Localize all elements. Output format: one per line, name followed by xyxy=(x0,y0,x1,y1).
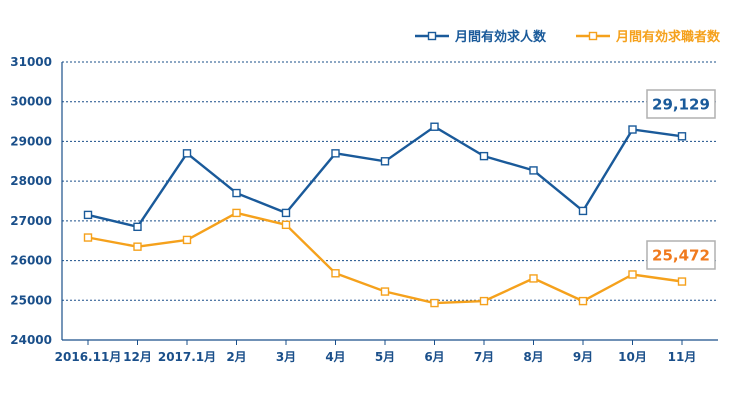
data-point xyxy=(380,157,390,166)
x-tick-label: 2月 xyxy=(226,350,246,364)
data-point xyxy=(232,188,241,198)
y-tick-label: 28000 xyxy=(10,174,52,188)
x-tick-label: 3月 xyxy=(276,350,296,364)
data-point xyxy=(677,132,687,141)
data-point xyxy=(479,151,489,161)
y-tick-label: 31000 xyxy=(10,55,52,69)
data-point xyxy=(182,149,192,158)
x-tick-label: 5月 xyxy=(375,350,395,364)
x-tick-label: 11月 xyxy=(668,350,697,364)
data-point xyxy=(628,270,637,279)
data-point xyxy=(281,220,291,230)
y-tick-label: 25000 xyxy=(10,293,52,307)
value-callout-label: 25,472 xyxy=(652,247,710,265)
data-point xyxy=(133,242,142,251)
data-point xyxy=(529,166,538,175)
x-tick-label: 10月 xyxy=(618,350,647,364)
x-tick-label: 2016.11月 xyxy=(55,350,122,364)
x-tick-label: 8月 xyxy=(523,350,543,364)
value-callout-label: 29,129 xyxy=(652,96,710,114)
data-point xyxy=(83,233,93,242)
legend-marker-1 xyxy=(588,31,598,41)
data-point xyxy=(529,274,538,283)
value-callout-box xyxy=(646,89,716,119)
legend-marker-0 xyxy=(427,31,437,41)
data-point xyxy=(83,210,93,220)
y-tick-label: 27000 xyxy=(10,214,52,228)
x-tick-label: 6月 xyxy=(424,350,444,364)
data-point xyxy=(182,235,192,245)
data-point xyxy=(133,222,142,232)
x-tick-label: 7月 xyxy=(474,350,494,364)
x-tick-label: 12月 xyxy=(123,350,152,364)
data-point xyxy=(232,208,241,218)
data-point xyxy=(677,277,687,286)
x-tick-label: 2017.1月 xyxy=(158,350,216,364)
data-point xyxy=(380,287,390,296)
y-tick-label: 29000 xyxy=(10,134,52,148)
value-callout-box xyxy=(646,240,716,270)
data-point xyxy=(479,296,489,306)
data-point xyxy=(628,125,637,134)
x-tick-label: 4月 xyxy=(325,350,345,364)
legend-label-1: 月間有効求職者数 xyxy=(615,29,721,45)
data-point xyxy=(430,122,439,131)
series-line-0 xyxy=(87,125,683,229)
y-tick-label: 30000 xyxy=(10,95,52,109)
legend-label-0: 月間有効求人数 xyxy=(454,29,547,45)
y-tick-label: 24000 xyxy=(10,333,52,347)
data-point xyxy=(331,269,340,278)
data-point xyxy=(281,208,291,218)
data-point xyxy=(430,298,439,308)
y-tick-label: 26000 xyxy=(10,254,52,268)
data-point xyxy=(578,296,588,306)
data-point xyxy=(578,206,588,216)
x-tick-label: 9月 xyxy=(573,350,593,364)
data-point xyxy=(331,149,340,158)
